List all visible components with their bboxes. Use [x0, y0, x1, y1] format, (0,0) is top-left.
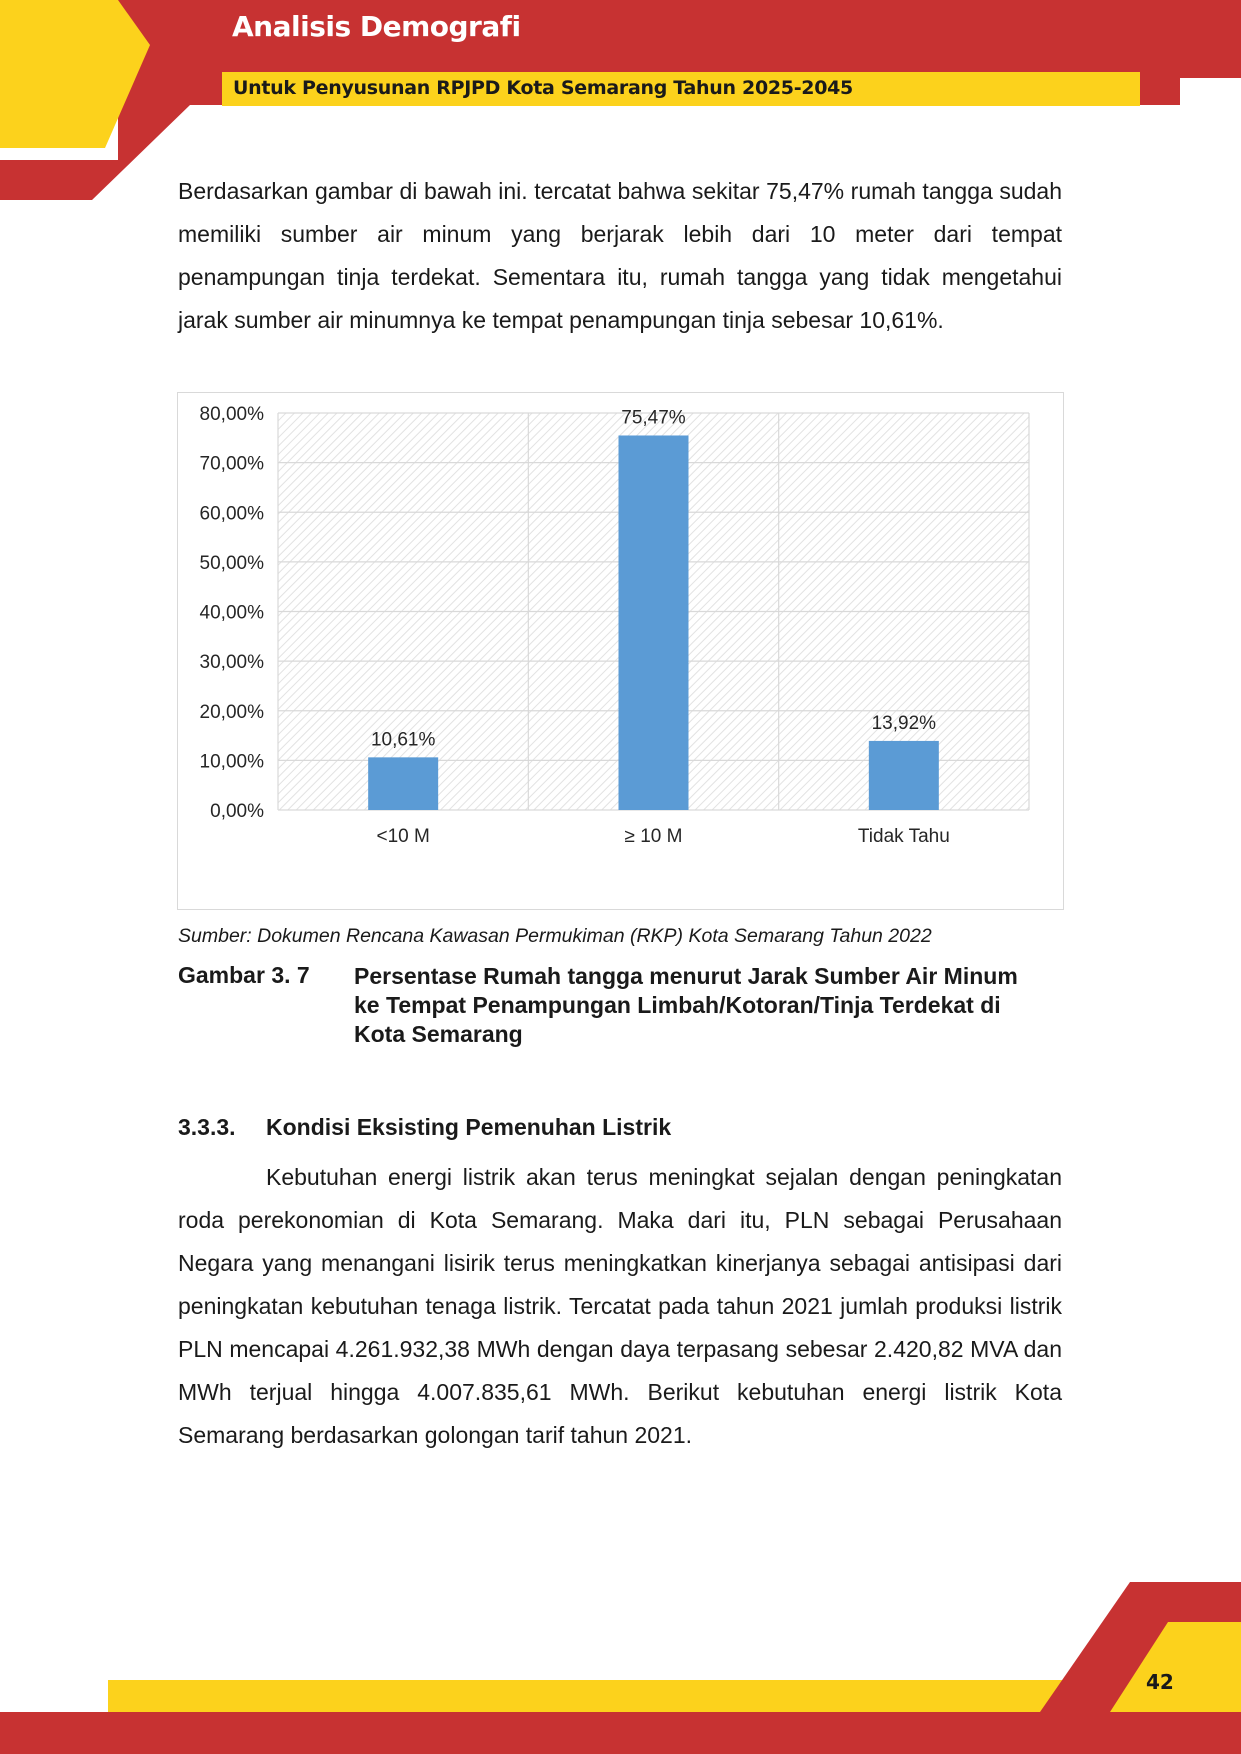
- footer-yellow-corner: [1110, 1622, 1241, 1712]
- x-tick-label: <10 M: [376, 826, 429, 847]
- y-tick-label: 30,00%: [200, 652, 265, 673]
- y-tick-label: 70,00%: [200, 454, 265, 475]
- body-paragraph-1: Berdasarkan gambar di bawah ini. tercata…: [178, 178, 1062, 333]
- bar: [618, 435, 689, 810]
- section-number: 3.3.3.: [178, 1114, 236, 1140]
- figure-source: Sumber: Dokumen Rencana Kawasan Permukim…: [178, 925, 932, 947]
- header-yellow-strip: [222, 72, 1140, 106]
- body-paragraph-2: Kebutuhan energi listrik akan terus meni…: [178, 1164, 1062, 1448]
- figure-title: Persentase Rumah tangga menurut Jarak Su…: [354, 963, 1018, 1047]
- y-tick-label: 40,00%: [200, 603, 265, 624]
- header-title: Analisis Demografi: [232, 10, 521, 43]
- x-tick-label: ≥ 10 M: [625, 826, 683, 847]
- data-label: 75,47%: [621, 407, 686, 428]
- figure-label: Gambar 3. 7: [178, 962, 310, 988]
- page-number: 42: [1146, 1670, 1174, 1694]
- footer-yellow-strip: [108, 1680, 1068, 1712]
- bar-chart-svg: 0,00% 10,00% 20,00% 30,00% 40,00% 50,00% 60,00…: [200, 404, 1030, 847]
- section-title: Kondisi Eksisting Pemenuhan Listrik: [266, 1114, 672, 1140]
- x-tick-label: Tidak Tahu: [858, 826, 950, 847]
- bar-chart: 0,00% 10,00% 20,00% 30,00% 40,00% 50,00% 60,00…: [177, 392, 1064, 910]
- y-tick-label: 80,00%: [200, 404, 265, 425]
- header-yellow-wedge: [0, 0, 150, 148]
- bar: [868, 740, 939, 810]
- header-subtitle: Untuk Penyusunan RPJPD Kota Semarang Tah…: [233, 77, 853, 99]
- bar: [368, 757, 439, 810]
- data-label: 10,61%: [371, 729, 436, 750]
- footer-red-band: [0, 1712, 1241, 1754]
- y-tick-label: 0,00%: [210, 801, 264, 822]
- y-tick-label: 10,00%: [200, 751, 265, 772]
- y-tick-label: 50,00%: [200, 553, 265, 574]
- data-label: 13,92%: [872, 713, 937, 734]
- y-tick-label: 60,00%: [200, 503, 265, 524]
- y-tick-label: 20,00%: [200, 702, 265, 723]
